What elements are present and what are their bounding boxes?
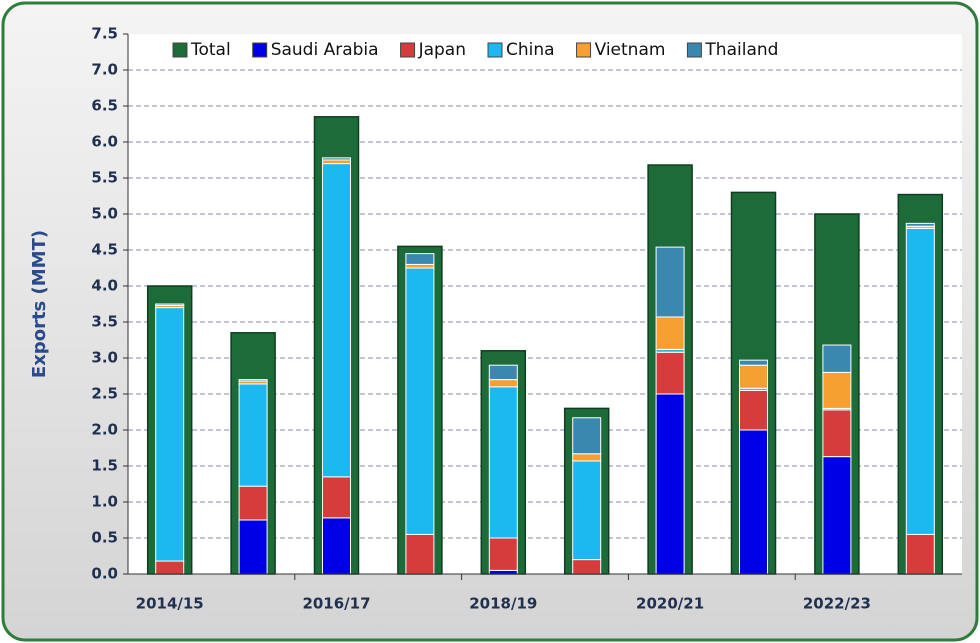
- y-tick-label: 6.0: [91, 133, 118, 151]
- stack-segment: [905, 227, 935, 535]
- stack-segment: [905, 222, 935, 227]
- legend-swatch: [576, 42, 592, 58]
- stack-segment: [488, 537, 518, 571]
- stack-segment: [572, 417, 602, 455]
- stack-segment: [322, 159, 351, 165]
- stack-segment: [488, 364, 518, 381]
- legend-label: Saudi Arabia: [271, 40, 379, 60]
- legend-label: Total: [190, 40, 231, 60]
- stack-segment: [822, 371, 852, 409]
- stack-segment: [655, 316, 685, 350]
- y-tick-label: 3.0: [91, 349, 118, 367]
- stack-segment: [322, 157, 351, 161]
- y-tick-label: 0.5: [91, 529, 118, 547]
- legend-label: Vietnam: [595, 40, 666, 60]
- stack-segment: [155, 560, 185, 575]
- stack-segment: [405, 533, 435, 575]
- x-tick-label: 2018/19: [469, 595, 537, 613]
- stack-segment: [488, 569, 518, 575]
- stack-segment: [655, 393, 685, 575]
- stack-segment: [405, 267, 435, 535]
- x-tick-label: 2016/17: [302, 595, 370, 613]
- stack-segment: [572, 460, 602, 561]
- stack-segment: [322, 163, 351, 478]
- legend-label: Japan: [418, 40, 466, 60]
- stack-segment: [488, 386, 518, 539]
- stack-segment: [488, 379, 518, 388]
- stack-segment: [739, 359, 768, 366]
- y-tick-label: 4.0: [91, 277, 118, 295]
- stack-segment: [739, 364, 768, 389]
- y-tick-label: 3.5: [91, 313, 118, 331]
- y-tick-label: 1.5: [91, 457, 118, 475]
- legend-swatch: [686, 42, 702, 58]
- y-tick-label: 4.5: [91, 241, 118, 259]
- stack-segment: [155, 303, 185, 306]
- y-axis-label: Exports (MMT): [29, 230, 50, 378]
- stack-segment: [322, 517, 351, 575]
- stack-segment: [238, 519, 268, 575]
- y-tick-label: 5.5: [91, 169, 118, 187]
- y-tick-label: 2.0: [91, 421, 118, 439]
- x-tick-label: 2020/21: [636, 595, 704, 613]
- stack-segment: [238, 379, 268, 382]
- legend-swatch: [487, 42, 503, 58]
- stack-segment: [739, 389, 768, 431]
- y-tick-label: 6.5: [91, 97, 118, 115]
- stack-segment: [822, 456, 852, 575]
- stack-segment: [822, 344, 852, 373]
- stack-segment: [155, 307, 185, 562]
- legend-label: Thailand: [704, 40, 778, 60]
- y-tick-label: 5.0: [91, 205, 118, 223]
- stack-segment: [572, 559, 602, 575]
- stack-segment: [655, 246, 685, 318]
- legend-swatch: [252, 42, 268, 58]
- stack-segment: [655, 351, 685, 395]
- stack-segment: [238, 383, 268, 487]
- y-tick-label: 0.0: [91, 565, 118, 583]
- stack-segment: [405, 263, 435, 269]
- stack-segment: [405, 253, 435, 265]
- stack-segment: [572, 453, 602, 462]
- x-tick-label: 2014/15: [136, 595, 204, 613]
- y-tick-label: 7.0: [91, 61, 118, 79]
- legend-label: China: [506, 40, 555, 60]
- stack-segment: [905, 533, 935, 575]
- stack-segment: [238, 485, 268, 521]
- y-tick-label: 1.0: [91, 493, 118, 511]
- legend-swatch: [400, 42, 416, 58]
- stack-segment: [739, 429, 768, 575]
- stack-segment: [322, 476, 351, 519]
- stack-segment: [822, 409, 852, 458]
- legend-swatch: [172, 42, 188, 58]
- x-tick-label: 2022/23: [803, 595, 871, 613]
- y-tick-label: 2.5: [91, 385, 118, 403]
- y-tick-label: 7.5: [91, 25, 118, 43]
